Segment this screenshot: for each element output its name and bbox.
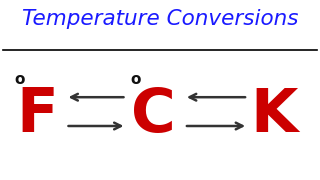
Text: o: o [14,72,24,87]
Text: Temperature Conversions: Temperature Conversions [22,9,298,29]
Text: C: C [131,86,176,145]
Text: K: K [250,86,297,145]
Text: o: o [131,72,141,87]
Text: F: F [16,86,58,145]
